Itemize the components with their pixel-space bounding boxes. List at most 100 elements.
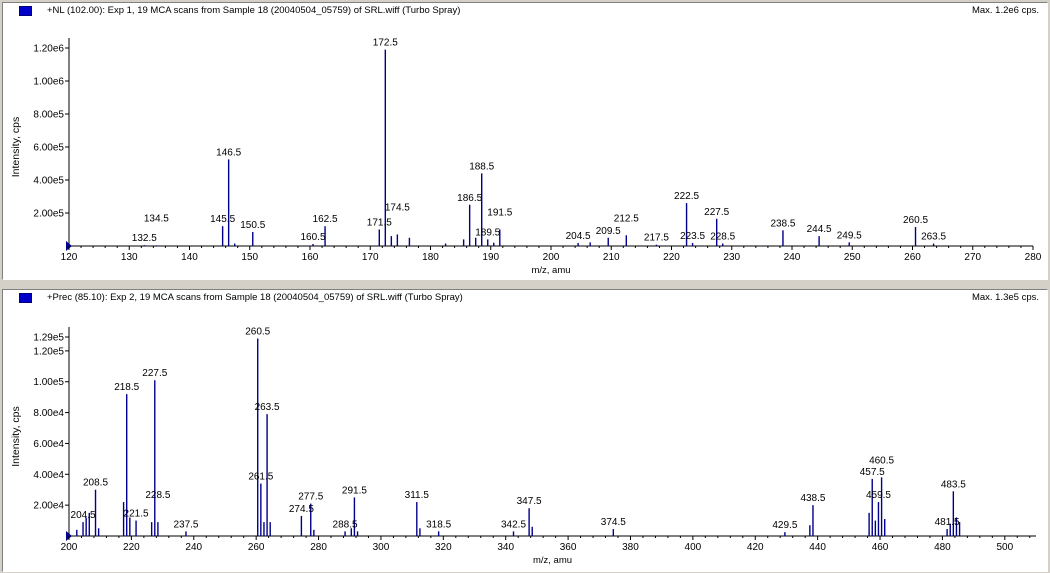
peak-label: 189.5 — [475, 227, 500, 238]
y-tick-label: 1.00e6 — [33, 77, 64, 88]
peak-label: 209.5 — [596, 226, 621, 237]
peak-label: 429.5 — [772, 520, 797, 531]
spectrum-chart-1[interactable]: 120 130 140 150 160 170 180 190 200 210 220 230 240 2… — [3, 3, 1047, 279]
peak-label: 172.5 — [373, 38, 398, 49]
x-tick-label: 280 — [310, 542, 327, 553]
x-tick-label: 190 — [482, 252, 499, 263]
peak-label: 459.5 — [866, 490, 891, 501]
peak-label: 261.5 — [248, 472, 273, 483]
x-tick-label: 360 — [560, 542, 577, 553]
x-tick-label: 380 — [622, 542, 639, 553]
peak-label: 438.5 — [800, 493, 825, 504]
trace-color-icon[interactable] — [19, 293, 32, 303]
x-tick-label: 440 — [809, 542, 826, 553]
peak-label: 237.5 — [173, 519, 198, 530]
x-tick-label: 250 — [844, 252, 861, 263]
peak-label: 238.5 — [770, 218, 795, 229]
panel-title: +NL (102.00): Exp 1, 19 MCA scans from S… — [47, 5, 461, 16]
y-tick-label: 8.00e4 — [33, 408, 64, 419]
x-tick-label: 280 — [1025, 252, 1042, 263]
peak-label: 150.5 — [240, 220, 265, 231]
x-tick-label: 240 — [784, 252, 801, 263]
peak-label: 288.5 — [333, 519, 358, 530]
x-tick-label: 140 — [181, 252, 198, 263]
peak-label: 171.5 — [367, 218, 392, 229]
max-intensity: Max. 1.2e6 cps. — [971, 5, 1039, 16]
peak-label: 162.5 — [313, 214, 338, 225]
peak-label: 457.5 — [860, 467, 885, 478]
peak-label: 228.5 — [710, 232, 735, 243]
y-axis-label: Intensity, cps — [10, 117, 22, 178]
x-tick-label: 160 — [302, 252, 319, 263]
peak-label: 132.5 — [132, 233, 157, 244]
y-tick-label: 8.00e5 — [33, 110, 64, 121]
x-tick-label: 220 — [123, 542, 140, 553]
peak-label: 218.5 — [114, 382, 139, 393]
y-tick-label: 6.00e4 — [33, 439, 64, 450]
y-tick-label: 1.20e5 — [33, 346, 64, 357]
peak-label: 217.5 — [644, 233, 669, 244]
x-tick-label: 240 — [185, 542, 202, 553]
peak-label: 227.5 — [142, 368, 167, 379]
peak-label: 223.5 — [680, 231, 705, 242]
x-tick-label: 500 — [996, 542, 1013, 553]
peak-label: 274.5 — [289, 504, 314, 515]
x-tick-label: 210 — [603, 252, 620, 263]
y-tick-label: 6.00e5 — [33, 143, 64, 154]
peak-label: 191.5 — [487, 208, 512, 219]
y-axis-label: Intensity, cps — [10, 406, 22, 467]
spectrum-panel-1: +NL (102.00): Exp 1, 19 MCA scans from S… — [2, 2, 1048, 280]
x-tick-label: 460 — [872, 542, 889, 553]
y-tick-label: 1.29e5 — [33, 333, 64, 344]
peak-label: 291.5 — [342, 485, 367, 496]
x-tick-label: 200 — [61, 542, 78, 553]
y-tick-label: 4.00e4 — [33, 470, 64, 481]
peak-label: 263.5 — [921, 232, 946, 243]
x-tick-label: 200 — [543, 252, 560, 263]
x-tick-label: 480 — [934, 542, 951, 553]
peak-label: 212.5 — [614, 213, 639, 224]
x-tick-label: 120 — [61, 252, 78, 263]
peak-label: 347.5 — [517, 496, 542, 507]
peak-label: 260.5 — [903, 215, 928, 226]
spectrum-panel-2: +Prec (85.10): Exp 2, 19 MCA scans from … — [2, 289, 1048, 572]
peak-label: 228.5 — [145, 490, 170, 501]
peak-label: 249.5 — [837, 230, 862, 241]
peak-label: 481.5 — [935, 517, 960, 528]
peak-label: 134.5 — [144, 213, 169, 224]
peak-label: 145.5 — [210, 214, 235, 225]
x-tick-label: 270 — [964, 252, 981, 263]
peak-label: 227.5 — [704, 207, 729, 218]
y-tick-label: 2.00e5 — [33, 209, 64, 220]
peak-label: 311.5 — [405, 490, 430, 501]
max-intensity: Max. 1.3e5 cps. — [971, 292, 1039, 303]
peak-label: 188.5 — [469, 161, 494, 172]
spectrum-chart-2[interactable]: 200 220 240 260 280 300 320 340 360 380 400 420 440 4… — [3, 290, 1047, 571]
x-tick-label: 320 — [435, 542, 452, 553]
y-tick-label: 1.20e6 — [33, 44, 64, 55]
peak-label: 186.5 — [457, 193, 482, 204]
x-tick-label: 180 — [422, 252, 439, 263]
trace-color-icon[interactable] — [19, 6, 32, 16]
x-tick-label: 150 — [241, 252, 258, 263]
peak-label: 244.5 — [807, 224, 832, 235]
x-tick-label: 230 — [723, 252, 740, 263]
peak-label: 263.5 — [255, 402, 280, 413]
y-tick-label: 1.00e5 — [33, 377, 64, 388]
x-tick-label: 400 — [685, 542, 702, 553]
peak-label: 483.5 — [941, 479, 966, 490]
x-tick-label: 340 — [497, 542, 514, 553]
peak-label: 204.5 — [71, 510, 96, 521]
x-tick-label: 260 — [248, 542, 265, 553]
x-axis-label: m/z, amu — [531, 265, 570, 276]
y-tick-label: 4.00e5 — [33, 176, 64, 187]
peak-label: 277.5 — [298, 492, 323, 503]
peak-label: 208.5 — [83, 478, 108, 489]
peak-label: 146.5 — [216, 147, 241, 158]
x-tick-label: 220 — [663, 252, 680, 263]
x-tick-label: 260 — [904, 252, 921, 263]
x-tick-label: 420 — [747, 542, 764, 553]
peak-label: 318.5 — [426, 519, 451, 530]
x-tick-label: 130 — [121, 252, 138, 263]
peak-label: 342.5 — [501, 519, 526, 530]
